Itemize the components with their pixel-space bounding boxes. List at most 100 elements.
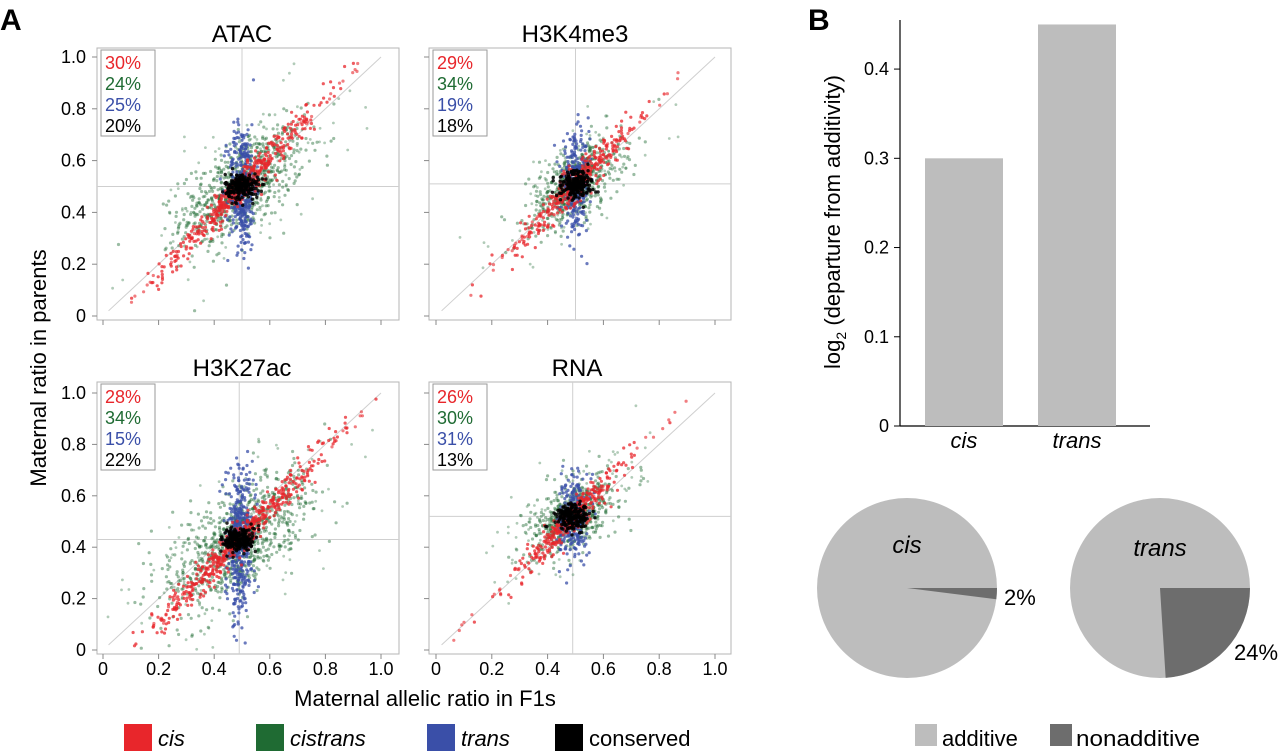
data-point (204, 544, 208, 548)
data-point (514, 241, 518, 245)
data-point (246, 449, 250, 454)
data-point (230, 160, 234, 164)
data-point (523, 222, 527, 226)
data-point (239, 566, 243, 570)
data-point (263, 212, 268, 216)
data-point (244, 155, 248, 159)
data-point (538, 201, 542, 205)
data-point (266, 204, 270, 208)
data-point (163, 248, 167, 252)
data-point (265, 198, 269, 202)
data-point (586, 162, 590, 166)
data-point (249, 248, 253, 252)
data-point (247, 154, 251, 159)
x-tick-label: 0 (98, 659, 108, 679)
data-point (231, 179, 235, 184)
data-point (302, 512, 306, 516)
data-point (231, 170, 235, 174)
data-point (258, 205, 262, 209)
data-point (216, 170, 220, 174)
data-point (559, 234, 563, 238)
data-point (364, 106, 367, 109)
data-point (121, 278, 125, 282)
data-point (539, 192, 543, 197)
data-point (189, 171, 193, 175)
data-point (263, 150, 267, 154)
data-point (165, 587, 169, 591)
data-point (205, 205, 209, 209)
data-point (246, 165, 250, 169)
data-point (314, 490, 318, 494)
data-point (235, 253, 239, 257)
data-point (331, 86, 336, 90)
data-point (227, 153, 231, 157)
data-point (249, 567, 254, 571)
data-point (232, 136, 236, 140)
data-point (271, 127, 275, 131)
data-point (605, 216, 609, 220)
data-point (210, 537, 214, 541)
data-point (245, 481, 249, 486)
data-point (283, 545, 287, 549)
data-point (277, 542, 281, 547)
data-point (207, 626, 211, 630)
data-point (219, 168, 223, 173)
data-point (267, 494, 271, 498)
data-point (236, 244, 240, 248)
data-point (254, 149, 258, 153)
data-point (280, 480, 284, 484)
data-point (268, 531, 272, 536)
data-point (289, 146, 293, 150)
data-point (167, 526, 171, 529)
data-point (276, 131, 281, 135)
data-point (613, 169, 617, 173)
data-point (239, 209, 243, 213)
data-point (231, 589, 235, 593)
data-point (194, 560, 198, 564)
data-point (232, 144, 236, 148)
data-point (240, 503, 244, 507)
data-point (230, 563, 234, 568)
data-point (203, 225, 208, 229)
data-point (226, 182, 230, 186)
data-point (262, 213, 266, 217)
data-point (504, 251, 508, 255)
data-point (571, 129, 575, 133)
data-point (259, 189, 264, 194)
data-point (142, 290, 146, 294)
data-point (139, 646, 143, 650)
data-point (229, 156, 233, 160)
data-point (583, 149, 587, 153)
data-point (156, 275, 160, 279)
data-point (562, 193, 567, 197)
y-tick-label: 0 (76, 640, 86, 660)
data-point (470, 283, 474, 287)
data-point (252, 156, 256, 160)
data-point (237, 515, 241, 519)
data-point (255, 208, 259, 212)
data-point (196, 231, 201, 235)
data-point (275, 134, 279, 138)
data-point (259, 192, 264, 197)
data-point (253, 181, 258, 185)
data-point (597, 174, 601, 178)
data-point (624, 110, 628, 114)
data-point (160, 567, 164, 571)
data-point (282, 107, 286, 111)
data-point (152, 568, 156, 572)
data-point (232, 634, 236, 638)
data-point (204, 229, 208, 234)
data-point (266, 476, 269, 479)
data-point (276, 166, 280, 170)
data-point (246, 161, 250, 165)
data-point (210, 227, 214, 231)
data-point (237, 479, 241, 483)
data-point (183, 135, 186, 139)
data-point (233, 150, 237, 154)
data-point (189, 212, 193, 216)
y-tick-label: 0.2 (61, 589, 86, 609)
data-point (272, 514, 276, 518)
data-point (254, 141, 259, 145)
data-point (332, 102, 336, 106)
data-point (245, 615, 250, 619)
